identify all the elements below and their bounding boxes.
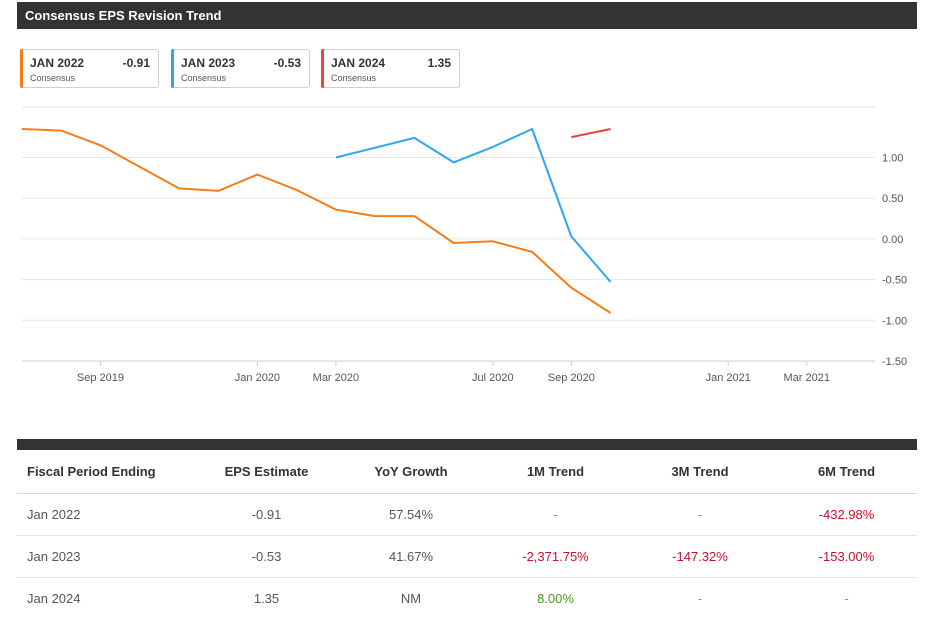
legend-item-jan-2023[interactable]: JAN 2023 -0.53 Consensus (171, 49, 310, 88)
cell-1m-trend: - (487, 493, 624, 536)
cell-eps: -0.53 (198, 535, 335, 578)
cell-eps: 1.35 (253, 591, 280, 606)
cell-3m-trend: - (697, 591, 703, 606)
cell-period: Jan 2024 (27, 591, 81, 606)
header-eps-estimate[interactable]: EPS Estimate (198, 450, 335, 494)
eps-estimates-table: Fiscal Period Ending EPS Estimate YoY Gr… (17, 450, 917, 619)
legend-period: JAN 2024 (331, 56, 386, 70)
cell-yoy: 41.67% (335, 535, 487, 578)
chart-title: Consensus EPS Revision Trend (17, 2, 917, 29)
x-tick-label: Mar 2021 (784, 372, 830, 384)
x-tick-label: Jan 2020 (235, 372, 280, 384)
y-tick-label: -1.00 (882, 315, 907, 327)
cell-6m-trend: - (844, 591, 849, 606)
cell-period: Jan 2023 (17, 535, 198, 578)
cell-1m-trend: -2,371.75% (487, 535, 624, 578)
header-1m-trend[interactable]: 1M Trend (487, 450, 624, 494)
x-tick-label: Sep 2019 (77, 372, 124, 384)
legend-period: JAN 2022 (30, 56, 85, 70)
table-header-row: Fiscal Period Ending EPS Estimate YoY Gr… (17, 450, 917, 494)
legend-subtitle: Consensus (331, 73, 377, 83)
legend-value: -0.91 (122, 56, 150, 70)
cell-6m-trend: -432.98% (776, 493, 917, 536)
x-tick-label: Jul 2020 (472, 372, 514, 384)
header-yoy-growth[interactable]: YoY Growth (335, 450, 487, 494)
x-tick-label: Mar 2020 (313, 372, 359, 384)
header-6m-trend[interactable]: 6M Trend (776, 450, 917, 494)
legend-color-bar (321, 49, 324, 88)
series-line-jan-2022 (21, 128, 612, 314)
legend-subtitle: Consensus (30, 73, 76, 83)
y-tick-label: 1.00 (882, 152, 903, 164)
x-tick-label: Jan 2021 (706, 372, 751, 384)
legend-color-bar (171, 49, 174, 88)
legend-value: -0.53 (273, 56, 301, 70)
y-tick-label: 0.50 (882, 193, 903, 205)
cell-eps: -0.91 (198, 493, 335, 536)
y-tick-label: -0.50 (882, 275, 907, 287)
table-row: Jan 2022 -0.91 57.54% - - -432.98% (17, 493, 917, 536)
cell-yoy: NM (400, 591, 422, 606)
table-row: Jan 2023 -0.53 41.67% -2,371.75% -147.32… (17, 535, 917, 578)
eps-revision-line-chart: 1.00 0.50 0.00 -0.50 -1.00 -1.50 Sep 2019 Jan 2… (21, 106, 907, 384)
table-header-bar (17, 439, 917, 450)
legend-period: JAN 2023 (181, 56, 236, 70)
table-row: Jan 2024 1.35 NM 8.00% - - (17, 578, 917, 620)
legend-item-jan-2024[interactable]: JAN 2024 1.35 Consensus (321, 49, 460, 88)
cell-3m-trend: -147.32% (624, 535, 776, 578)
cell-period: Jan 2022 (17, 493, 198, 536)
cell-6m-trend: -153.00% (776, 535, 917, 578)
y-tick-label: -1.50 (882, 356, 907, 368)
legend-value: 1.35 (427, 56, 451, 70)
cell-3m-trend: - (624, 493, 776, 536)
series-line-jan-2024 (571, 128, 611, 139)
legend-color-bar (20, 49, 23, 88)
legend-subtitle: Consensus (181, 73, 227, 83)
header-3m-trend[interactable]: 3M Trend (624, 450, 776, 494)
header-fiscal-period[interactable]: Fiscal Period Ending (17, 450, 198, 494)
cell-1m-trend: 8.00% (537, 591, 574, 606)
y-tick-label: 0.00 (882, 234, 903, 246)
x-tick-label: Sep 2020 (548, 372, 595, 384)
cell-yoy: 57.54% (335, 493, 487, 536)
legend-item-jan-2022[interactable]: JAN 2022 -0.91 Consensus (20, 49, 159, 88)
series-line-jan-2023 (335, 128, 612, 283)
